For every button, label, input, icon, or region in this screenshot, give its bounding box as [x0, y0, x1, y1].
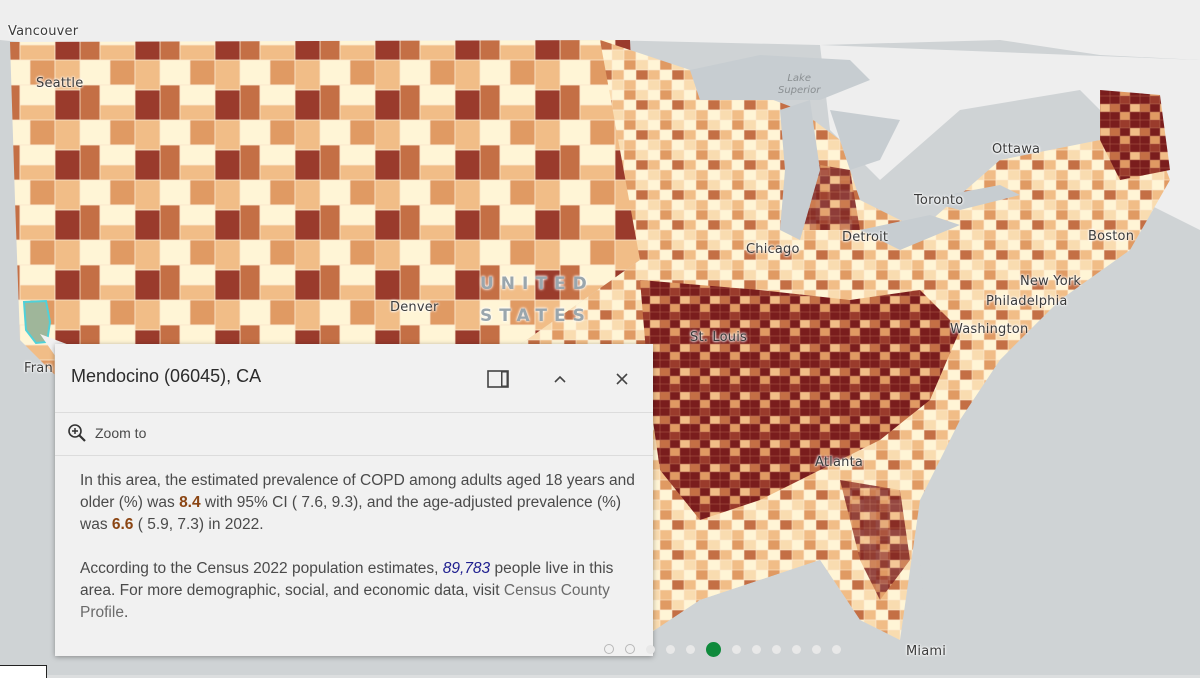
- city-label-seattle: Seattle: [36, 76, 84, 91]
- city-label-san-francisco-partial: Fran: [24, 361, 53, 376]
- city-label-boston: Boston: [1088, 229, 1135, 244]
- city-label-toronto: Toronto: [914, 193, 964, 208]
- country-label-line2: STATES: [480, 306, 592, 326]
- city-label-philadelphia: Philadelphia: [986, 294, 1068, 309]
- population-text-2: people live in this area. For more demog…: [80, 560, 614, 599]
- pager-dot-10[interactable]: [792, 644, 801, 654]
- dock-button[interactable]: [483, 364, 513, 394]
- lake-label: Lake Superior: [778, 73, 820, 97]
- country-label-line1: UNITED: [480, 274, 594, 294]
- pager-dot-6-active[interactable]: [706, 641, 721, 657]
- pager-dot-7[interactable]: [732, 644, 741, 654]
- popup-actions: Zoom to: [55, 413, 653, 456]
- pager-dot-8[interactable]: [752, 644, 761, 654]
- close-button[interactable]: [607, 364, 637, 394]
- lake-label-line1: Lake: [787, 73, 811, 84]
- city-label-detroit: Detroit: [842, 230, 889, 245]
- pager-dot-9[interactable]: [772, 644, 781, 654]
- pager-dot-2[interactable]: [625, 644, 635, 654]
- popup-content: In this area, the estimated prevalence o…: [80, 470, 640, 646]
- city-label-washington: Washington: [950, 322, 1029, 337]
- popup-header: Mendocino (06045), CA: [55, 344, 653, 413]
- city-label-ottawa: Ottawa: [992, 142, 1041, 157]
- pager-dot-12[interactable]: [832, 644, 841, 654]
- prevalence-paragraph: In this area, the estimated prevalence o…: [80, 470, 640, 536]
- city-label-atlanta: Atlanta: [815, 455, 864, 470]
- lake-label-line2: Superior: [778, 85, 821, 96]
- city-label-miami: Miami: [906, 644, 947, 659]
- pager-dot-4[interactable]: [666, 644, 675, 654]
- pager-dot-5[interactable]: [686, 644, 695, 654]
- zoom-in-icon: [68, 424, 86, 442]
- pager-dot-11[interactable]: [812, 644, 821, 654]
- prevalence-text-2: with 95% CI ( 7.6, 9.3), and the age-adj…: [80, 494, 622, 533]
- dock-icon: [487, 370, 509, 388]
- population-text-3: .: [123, 604, 129, 621]
- collapse-button[interactable]: [545, 364, 575, 394]
- population-value: 89,783: [442, 560, 491, 577]
- close-icon: [616, 373, 628, 385]
- city-label-denver: Denver: [390, 300, 439, 315]
- census-county-profile-link[interactable]: Census County Profile: [80, 582, 610, 621]
- prevalence-text-3: ( 5.9, 7.3) in 2022.: [133, 516, 264, 533]
- popup-title: Mendocino (06045), CA: [71, 366, 262, 386]
- age-adjusted-prevalence-value: 6.6: [111, 516, 134, 533]
- prevalence-text-1: In this area, the estimated prevalence o…: [80, 472, 635, 511]
- pager-dot-3[interactable]: [646, 644, 655, 654]
- zoom-to-label: Zoom to: [95, 425, 147, 441]
- city-label-st-louis: St. Louis: [690, 330, 748, 345]
- zoom-to-button[interactable]: Zoom to: [67, 423, 146, 443]
- city-label-chicago: Chicago: [746, 242, 800, 257]
- population-paragraph: According to the Census 2022 population …: [80, 558, 640, 624]
- scale-bar: [0, 665, 47, 678]
- chevron-up-icon: [554, 375, 566, 383]
- city-label-vancouver: Vancouver: [8, 24, 79, 39]
- pager-dot-1[interactable]: [604, 644, 614, 654]
- city-label-new-york: New York: [1020, 274, 1082, 289]
- crude-prevalence-value: 8.4: [179, 494, 201, 511]
- population-text-1: According to the Census 2022 population …: [80, 560, 443, 577]
- feature-popup: Mendocino (06045), CA Zoo: [55, 344, 653, 656]
- feature-pager: [604, 641, 841, 657]
